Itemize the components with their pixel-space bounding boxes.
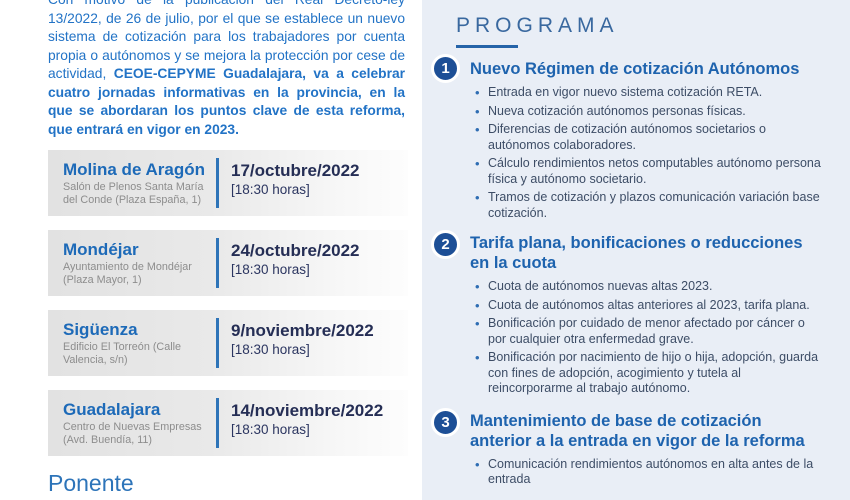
event-venue: Ayuntamiento de Mondéjar (Plaza Mayor, 1…: [63, 261, 192, 286]
event-card-list: Molina de Aragón Salón de Plenos Santa M…: [48, 150, 410, 456]
intro-bold-text: CEOE-CEPYME Guadalajara, va a celebrar c…: [48, 66, 405, 137]
event-city: Guadalajara: [63, 400, 161, 419]
intro-regular-text: Con motivo de la publicación del Real De…: [48, 0, 405, 81]
program-bullet: Cuota de autónomos nuevas altas 2023.: [475, 279, 822, 295]
event-time: [18:30 horas]: [231, 342, 310, 357]
section-title: Mantenimiento de base de cotización ante…: [470, 411, 805, 450]
section-number-badge: 1: [431, 54, 460, 83]
program-bullet: Nueva cotización autónomos personas físi…: [475, 104, 822, 120]
program-bullet-list: Comunicación rendimientos autónomos en a…: [475, 457, 822, 488]
event-divider: [216, 158, 219, 208]
event-card: Mondéjar Ayuntamiento de Mondéjar (Plaza…: [48, 230, 408, 296]
program-bullet: Bonificación por nacimiento de hijo o hi…: [475, 350, 822, 397]
programa-panel: PROGRAMA 1 Nuevo Régimen de cotización A…: [422, 0, 850, 500]
event-card-right: 17/octubre/2022 [18:30 horas]: [219, 150, 360, 216]
section-number-badge: 3: [431, 407, 460, 437]
event-card: Guadalajara Centro de Nuevas Empresas (A…: [48, 390, 408, 456]
event-divider: [216, 238, 219, 288]
program-bullet-list: Cuota de autónomos nuevas altas 2023. Cu…: [475, 279, 822, 397]
event-city: Molina de Aragón: [63, 160, 205, 179]
program-bullet: Tramos de cotización y plazos comunicaci…: [475, 190, 822, 221]
event-card: Sigüenza Edificio El Torreón (Calle Vale…: [48, 310, 408, 376]
event-divider: [216, 318, 219, 368]
program-bullet: Diferencias de cotización autónomos soci…: [475, 122, 822, 153]
intro-paragraph: Con motivo de la publicación del Real De…: [48, 0, 405, 139]
ponente-heading: Ponente: [48, 470, 134, 496]
event-date: 14/noviembre/2022: [231, 401, 384, 420]
event-time: [18:30 horas]: [231, 262, 310, 277]
programa-section-2: 2 Tarifa plana, bonificaciones o reducci…: [431, 230, 822, 397]
event-date: 9/noviembre/2022: [231, 321, 374, 340]
event-venue: Centro de Nuevas Empresas (Avd. Buendía,…: [63, 421, 202, 446]
programa-underline: [456, 45, 518, 48]
programa-section-3: 3 Mantenimiento de base de cotización an…: [431, 407, 822, 488]
event-time: [18:30 horas]: [231, 422, 310, 437]
event-card-right: 24/octubre/2022 [18:30 horas]: [219, 230, 360, 296]
section-title: Tarifa plana, bonificaciones o reduccion…: [470, 234, 803, 272]
event-time: [18:30 horas]: [231, 182, 310, 197]
event-card-left: Guadalajara Centro de Nuevas Empresas (A…: [48, 390, 216, 456]
program-bullet: Comunicación rendimientos autónomos en a…: [475, 457, 822, 488]
event-card-right: 9/noviembre/2022 [18:30 horas]: [219, 310, 374, 376]
program-bullet: Cuota de autónomos altas anteriores al 2…: [475, 298, 822, 314]
program-bullet: Entrada en vigor nuevo sistema cotizació…: [475, 85, 822, 101]
section-number-badge: 2: [431, 230, 460, 259]
left-column: Con motivo de la publicación del Real De…: [48, 0, 410, 500]
event-card-left: Molina de Aragón Salón de Plenos Santa M…: [48, 150, 216, 216]
program-bullet: Bonificación por cuidado de menor afecta…: [475, 316, 822, 347]
event-date: 24/octubre/2022: [231, 241, 360, 260]
event-date: 17/octubre/2022: [231, 161, 360, 180]
event-city: Sigüenza: [63, 320, 138, 339]
event-city: Mondéjar: [63, 240, 139, 259]
programa-section-1: 1 Nuevo Régimen de cotización Autónomos …: [431, 54, 822, 221]
event-venue: Edificio El Torreón (Calle Valencia, s/n…: [63, 341, 182, 366]
section-title: Nuevo Régimen de cotización Autónomos: [470, 60, 800, 78]
event-card: Molina de Aragón Salón de Plenos Santa M…: [48, 150, 408, 216]
event-divider: [216, 398, 219, 448]
programa-heading: PROGRAMA: [456, 14, 619, 37]
program-bullet-list: Entrada en vigor nuevo sistema cotizació…: [475, 85, 822, 221]
event-card-left: Mondéjar Ayuntamiento de Mondéjar (Plaza…: [48, 230, 216, 296]
event-venue: Salón de Plenos Santa María del Conde (P…: [63, 181, 204, 206]
program-bullet: Cálculo rendimientos netos computables a…: [475, 156, 822, 187]
event-card-left: Sigüenza Edificio El Torreón (Calle Vale…: [48, 310, 216, 376]
event-card-right: 14/noviembre/2022 [18:30 horas]: [219, 390, 383, 456]
